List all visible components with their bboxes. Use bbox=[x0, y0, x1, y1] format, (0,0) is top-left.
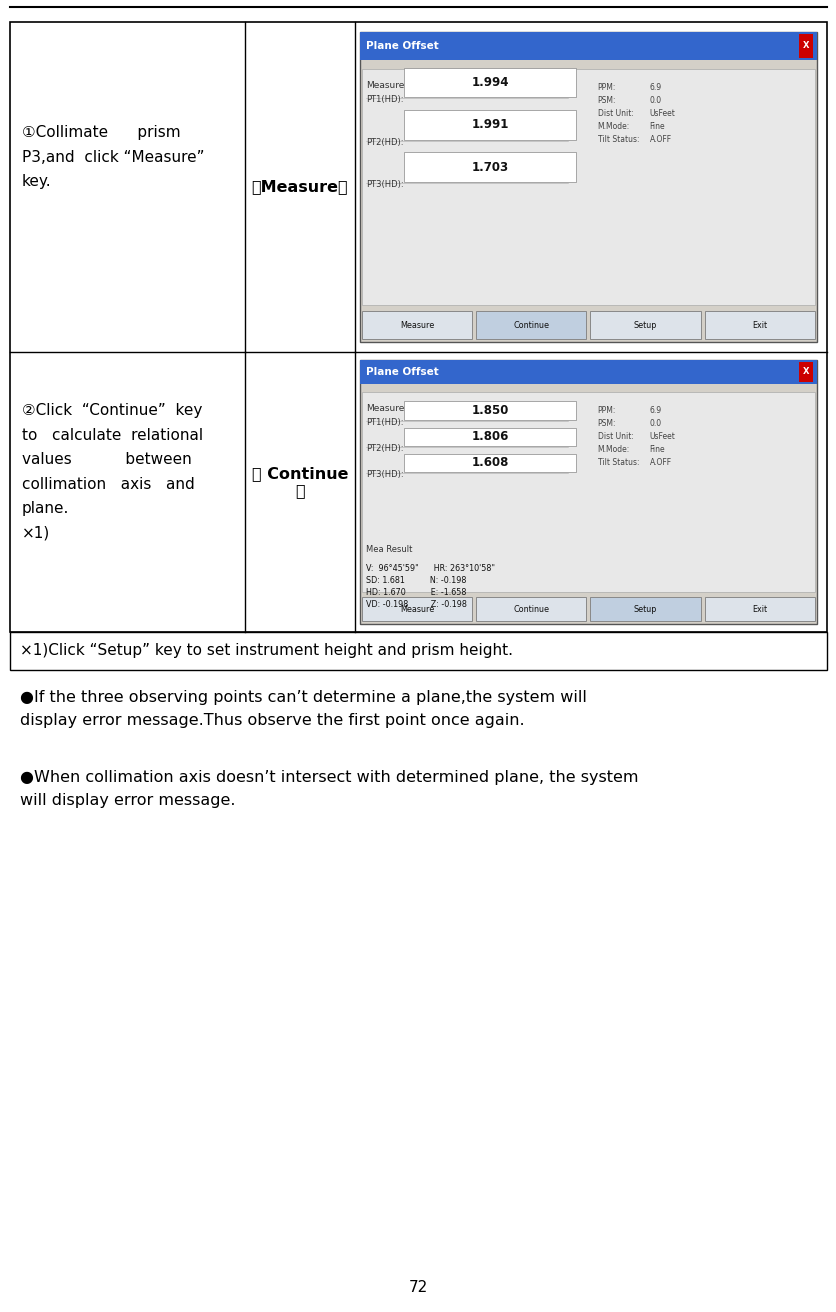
Bar bbox=[359, 31, 816, 342]
Bar bbox=[798, 362, 812, 382]
Text: 0.0: 0.0 bbox=[649, 419, 661, 428]
Text: ●When collimation axis doesn’t intersect with determined plane, the system
will : ●When collimation axis doesn’t intersect… bbox=[20, 770, 638, 808]
Text: Tilt Status:: Tilt Status: bbox=[597, 458, 639, 467]
Bar bbox=[704, 311, 814, 338]
Text: 6.9: 6.9 bbox=[649, 83, 661, 92]
Text: VD: -0.198         Z: -0.198: VD: -0.198 Z: -0.198 bbox=[365, 601, 466, 609]
Text: X: X bbox=[802, 367, 808, 377]
Text: ●If the three observing points can’t determine a plane,the system will
display e: ●If the three observing points can’t det… bbox=[20, 690, 586, 728]
Text: Measure: Measure bbox=[365, 404, 404, 413]
Bar bbox=[404, 401, 575, 420]
Text: PT3(HD):: PT3(HD): bbox=[365, 470, 403, 479]
Text: Mea Result: Mea Result bbox=[365, 546, 412, 554]
Text: 「Measure」: 「Measure」 bbox=[252, 180, 348, 194]
Text: M.Mode:: M.Mode: bbox=[597, 122, 630, 131]
Bar bbox=[404, 454, 575, 472]
Text: 1.991: 1.991 bbox=[471, 118, 508, 131]
Text: HD: 1.670          E: -1.658: HD: 1.670 E: -1.658 bbox=[365, 588, 466, 597]
Text: 1.994: 1.994 bbox=[471, 76, 508, 89]
Text: 72: 72 bbox=[409, 1279, 427, 1295]
Bar bbox=[10, 22, 826, 632]
Bar bbox=[361, 311, 472, 338]
Text: PSM:: PSM: bbox=[597, 419, 615, 428]
Bar bbox=[361, 70, 814, 304]
Text: PT2(HD):: PT2(HD): bbox=[365, 138, 403, 147]
Text: PT1(HD):: PT1(HD): bbox=[365, 96, 403, 104]
Bar bbox=[359, 359, 816, 383]
Text: Measure: Measure bbox=[400, 320, 434, 329]
Text: Setup: Setup bbox=[633, 605, 656, 614]
Bar bbox=[359, 31, 816, 60]
Text: PT3(HD):: PT3(HD): bbox=[365, 180, 403, 189]
Text: 「 Continue
」: 「 Continue 」 bbox=[252, 466, 348, 499]
Bar bbox=[476, 597, 586, 621]
Bar bbox=[589, 597, 700, 621]
Text: SD: 1.681          N: -0.198: SD: 1.681 N: -0.198 bbox=[365, 576, 466, 585]
Text: PT2(HD):: PT2(HD): bbox=[365, 443, 403, 453]
Text: 1.806: 1.806 bbox=[471, 430, 508, 443]
Text: Measure: Measure bbox=[365, 81, 404, 91]
Text: PPM:: PPM: bbox=[597, 83, 615, 92]
Text: Measure: Measure bbox=[400, 605, 434, 614]
Text: Setup: Setup bbox=[633, 320, 656, 329]
Bar bbox=[589, 311, 700, 338]
Text: A.OFF: A.OFF bbox=[649, 458, 671, 467]
Text: UsFeet: UsFeet bbox=[649, 109, 675, 118]
Bar bbox=[404, 152, 575, 182]
Text: PT1(HD):: PT1(HD): bbox=[365, 417, 403, 426]
Bar bbox=[10, 632, 826, 670]
Text: 6.9: 6.9 bbox=[649, 405, 661, 415]
Text: A.OFF: A.OFF bbox=[649, 135, 671, 144]
Text: V:  96°45'59"      HR: 263°10'58": V: 96°45'59" HR: 263°10'58" bbox=[365, 564, 494, 573]
Text: 1.608: 1.608 bbox=[471, 457, 508, 470]
Text: Exit: Exit bbox=[752, 320, 767, 329]
Text: Dist Unit:: Dist Unit: bbox=[597, 109, 633, 118]
Bar bbox=[361, 392, 814, 592]
Text: X: X bbox=[802, 42, 808, 50]
Text: Dist Unit:: Dist Unit: bbox=[597, 432, 633, 441]
Text: 1.850: 1.850 bbox=[471, 404, 508, 417]
Text: 0.0: 0.0 bbox=[649, 96, 661, 105]
Text: Tilt Status:: Tilt Status: bbox=[597, 135, 639, 144]
Text: Continue: Continue bbox=[512, 605, 548, 614]
Text: Plane Offset: Plane Offset bbox=[365, 367, 438, 377]
Text: UsFeet: UsFeet bbox=[649, 432, 675, 441]
Text: PPM:: PPM: bbox=[597, 405, 615, 415]
Text: PSM:: PSM: bbox=[597, 96, 615, 105]
Text: Exit: Exit bbox=[752, 605, 767, 614]
Text: M.Mode:: M.Mode: bbox=[597, 445, 630, 454]
Bar bbox=[359, 359, 816, 625]
Bar bbox=[404, 67, 575, 97]
Text: Continue: Continue bbox=[512, 320, 548, 329]
Text: Fine: Fine bbox=[649, 445, 665, 454]
Bar bbox=[798, 34, 812, 58]
Bar bbox=[404, 110, 575, 139]
Text: Plane Offset: Plane Offset bbox=[365, 41, 438, 51]
Text: ②Click  “Continue”  key
to   calculate  relational
values           between
coll: ②Click “Continue” key to calculate relat… bbox=[22, 403, 203, 541]
Bar bbox=[704, 597, 814, 621]
Text: ①Collimate      prism
P3,and  click “Measure”
key.: ①Collimate prism P3,and click “Measure” … bbox=[22, 125, 204, 189]
Text: ×1)Click “Setup” key to set instrument height and prism height.: ×1)Click “Setup” key to set instrument h… bbox=[20, 643, 512, 659]
Bar bbox=[404, 428, 575, 446]
Text: 1.703: 1.703 bbox=[471, 160, 508, 173]
Text: Fine: Fine bbox=[649, 122, 665, 131]
Bar bbox=[361, 597, 472, 621]
Bar bbox=[476, 311, 586, 338]
